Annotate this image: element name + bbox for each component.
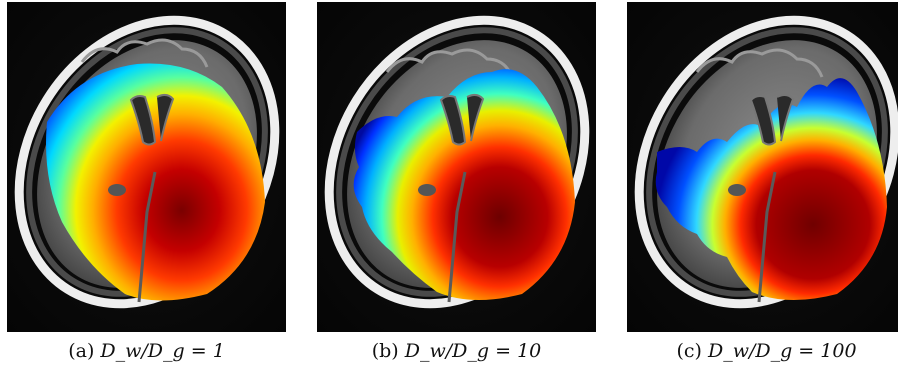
caption-c: (c) D_w/D_g = 100 (627, 340, 898, 362)
caption-math: D_w/D_g = 100 (707, 340, 857, 362)
caption-label: (a) (68, 340, 95, 362)
brain-scan-b (317, 2, 596, 332)
mri-panel-b (317, 2, 596, 332)
caption-math: D_w/D_g = 10 (404, 340, 542, 362)
caption-a: (a) D_w/D_g = 1 (7, 340, 286, 362)
caption-label: (b) (371, 340, 399, 362)
caption-math: D_w/D_g = 1 (100, 340, 225, 362)
brain-scan-a (7, 2, 286, 332)
caption-label: (c) (676, 340, 702, 362)
mri-panel-a (7, 2, 286, 332)
mri-panel-c (627, 2, 898, 332)
caption-b: (b) D_w/D_g = 10 (317, 340, 596, 362)
brain-scan-c (627, 2, 898, 332)
